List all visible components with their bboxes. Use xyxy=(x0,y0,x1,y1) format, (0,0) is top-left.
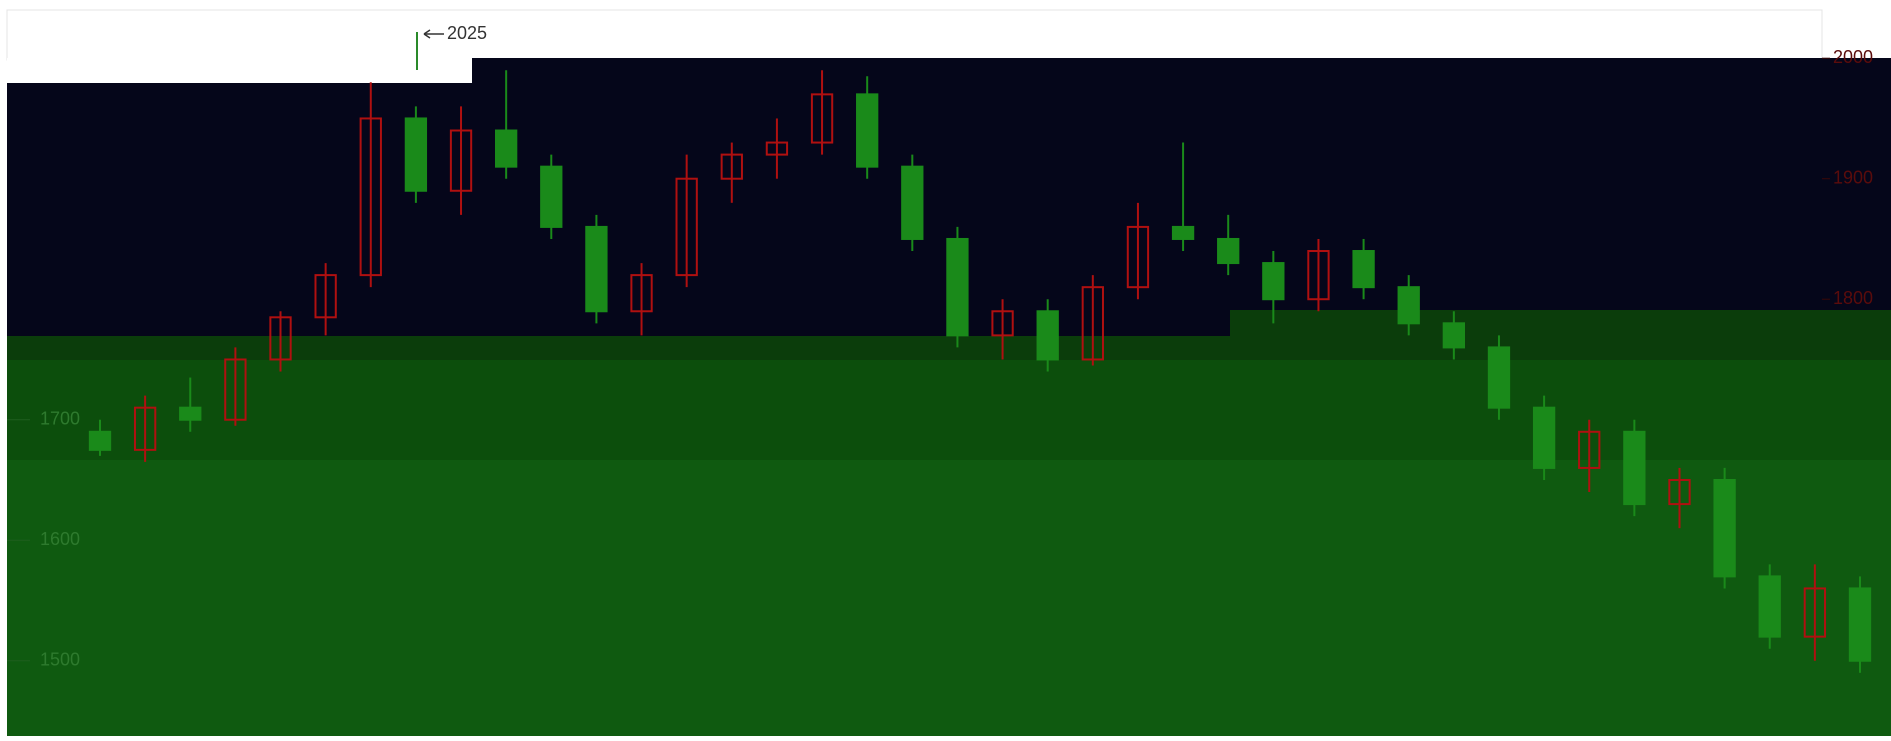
y-tick-label: 1600 xyxy=(40,529,80,549)
arrow-head xyxy=(423,29,431,39)
candle-body xyxy=(901,165,924,240)
candle-body xyxy=(856,93,879,168)
candle-body xyxy=(404,117,428,192)
candle-body xyxy=(1623,430,1646,506)
candle-body xyxy=(1487,346,1511,409)
candle-body xyxy=(1262,262,1285,301)
candle-body xyxy=(88,430,112,451)
candle-body xyxy=(1126,225,1150,289)
candle-body xyxy=(1036,310,1059,361)
green-panel-lower xyxy=(7,460,1891,736)
candle-body xyxy=(630,274,653,313)
candle-body xyxy=(1668,478,1691,506)
top-band xyxy=(6,9,1823,61)
candle-body xyxy=(585,225,608,313)
y-tick-label: 1900 xyxy=(1833,167,1873,187)
candle-body xyxy=(540,165,563,228)
candle-body xyxy=(314,274,337,319)
candle-body xyxy=(1217,237,1240,265)
y-tick-label: 1500 xyxy=(40,649,80,669)
candle-body xyxy=(359,117,382,277)
candle-body xyxy=(1442,322,1465,349)
candle-body xyxy=(1803,587,1827,638)
y-tick-label: 1800 xyxy=(1833,288,1873,308)
candle-body xyxy=(1307,250,1330,301)
candle-body xyxy=(1758,575,1781,638)
green-band xyxy=(7,336,1891,360)
candle-body xyxy=(991,310,1014,337)
candle-body xyxy=(179,406,202,421)
y-tick-label: 2000 xyxy=(1833,47,1873,67)
candle-body xyxy=(675,177,698,277)
candle-body xyxy=(810,93,834,144)
candle-body xyxy=(269,316,292,361)
candle-body xyxy=(1532,406,1556,469)
candle-body xyxy=(1397,286,1420,325)
candle-body xyxy=(133,406,157,451)
green-panel xyxy=(7,360,1891,460)
y-tick-label: 1700 xyxy=(40,408,80,428)
candle-body xyxy=(1171,225,1195,240)
candle-body xyxy=(1848,587,1872,662)
green-band-right xyxy=(1230,310,1891,336)
candle-body xyxy=(1081,286,1104,361)
candle-body xyxy=(720,153,743,180)
candle-body xyxy=(495,129,518,168)
white-block xyxy=(7,58,472,83)
annotation: 2025 xyxy=(447,23,487,43)
candle-body xyxy=(1352,250,1375,289)
candle-body xyxy=(765,141,789,156)
candle-body xyxy=(449,129,473,192)
candle-body xyxy=(1578,430,1601,469)
candle-body xyxy=(1713,478,1736,578)
candle-body xyxy=(224,358,247,421)
candle-body xyxy=(946,237,969,337)
